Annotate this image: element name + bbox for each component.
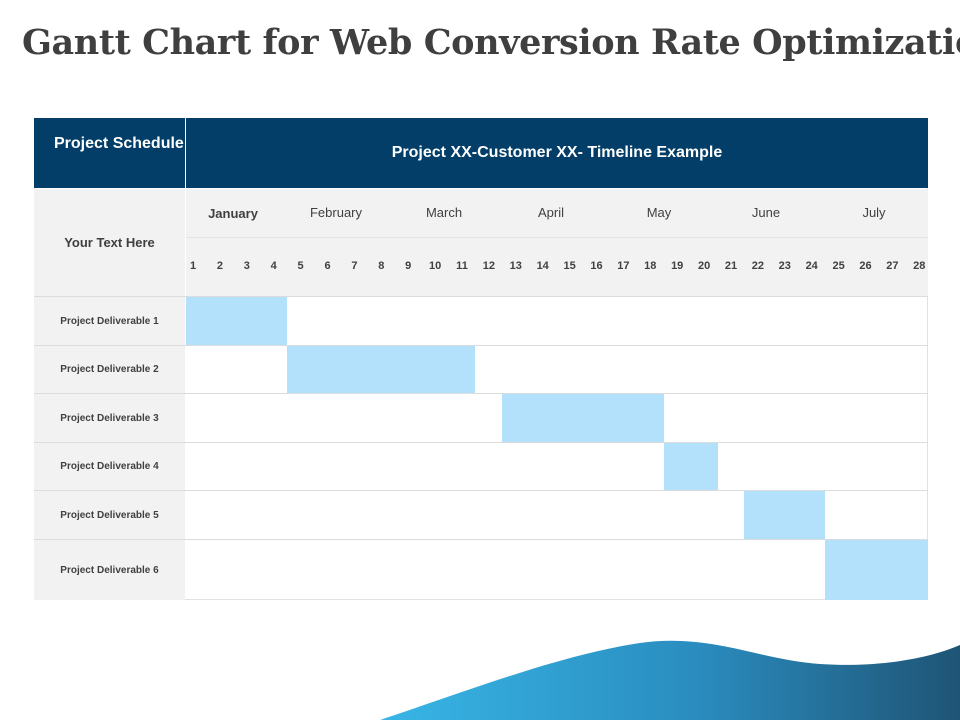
day-label: 25 bbox=[832, 260, 845, 272]
day-label: 7 bbox=[351, 260, 358, 272]
day-label: 15 bbox=[563, 260, 576, 272]
timeline-header-band bbox=[186, 189, 928, 296]
month-label: April bbox=[537, 205, 565, 220]
row-divider bbox=[34, 296, 928, 297]
page-title: Gantt Chart for Web Conversion Rate Opti… bbox=[22, 22, 960, 63]
row-divider bbox=[34, 393, 928, 394]
day-label: 9 bbox=[405, 260, 412, 272]
task-label: Project Deliverable 2 bbox=[34, 346, 185, 393]
month-label: February bbox=[309, 205, 363, 220]
task-label: Project Deliverable 1 bbox=[34, 297, 185, 345]
day-label: 3 bbox=[243, 260, 250, 272]
month-label: June bbox=[751, 205, 781, 220]
day-label: 21 bbox=[724, 260, 738, 272]
task-label: Project Deliverable 5 bbox=[34, 491, 185, 539]
day-label: 26 bbox=[859, 260, 872, 272]
month-label: March bbox=[425, 205, 463, 220]
day-label: 28 bbox=[913, 260, 926, 272]
task-bar bbox=[287, 346, 476, 393]
day-label: 16 bbox=[590, 260, 603, 272]
header-divider bbox=[186, 237, 928, 238]
row-label-header: Your Text Here bbox=[34, 189, 185, 296]
month-label: January bbox=[208, 206, 258, 221]
day-label: 17 bbox=[617, 260, 630, 272]
task-bar bbox=[825, 540, 928, 600]
day-label: 13 bbox=[509, 260, 522, 272]
day-label: 14 bbox=[536, 260, 549, 272]
day-label: 8 bbox=[378, 260, 385, 272]
day-label: 24 bbox=[805, 260, 818, 272]
day-label: 23 bbox=[778, 260, 791, 272]
task-label: Project Deliverable 4 bbox=[34, 443, 185, 490]
task-bar bbox=[186, 297, 288, 345]
task-bar bbox=[663, 443, 718, 490]
row-divider bbox=[34, 345, 928, 346]
project-schedule-header: Project Schedule bbox=[34, 118, 185, 188]
month-label: May bbox=[646, 205, 672, 220]
day-label: 20 bbox=[697, 260, 711, 272]
task-bar bbox=[502, 394, 664, 442]
day-label: 10 bbox=[428, 260, 442, 272]
day-label: 12 bbox=[482, 260, 496, 272]
day-label: 2 bbox=[216, 260, 223, 272]
timeline-title-header: Project XX-Customer XX- Timeline Example bbox=[186, 118, 928, 188]
day-label: 4 bbox=[270, 260, 277, 272]
month-label: July bbox=[862, 205, 886, 220]
row-divider bbox=[34, 539, 928, 540]
day-label: 27 bbox=[886, 260, 899, 272]
day-label: 18 bbox=[644, 260, 657, 272]
day-label: 1 bbox=[189, 260, 197, 272]
day-label: 22 bbox=[751, 260, 765, 272]
row-divider bbox=[34, 442, 928, 443]
day-label: 5 bbox=[297, 260, 304, 272]
row-divider bbox=[34, 490, 928, 491]
day-label: 19 bbox=[671, 260, 684, 272]
task-label: Project Deliverable 6 bbox=[34, 540, 185, 600]
day-label: 6 bbox=[324, 260, 331, 272]
task-bar bbox=[744, 491, 826, 539]
task-label: Project Deliverable 3 bbox=[34, 394, 185, 442]
day-label: 11 bbox=[456, 260, 468, 272]
